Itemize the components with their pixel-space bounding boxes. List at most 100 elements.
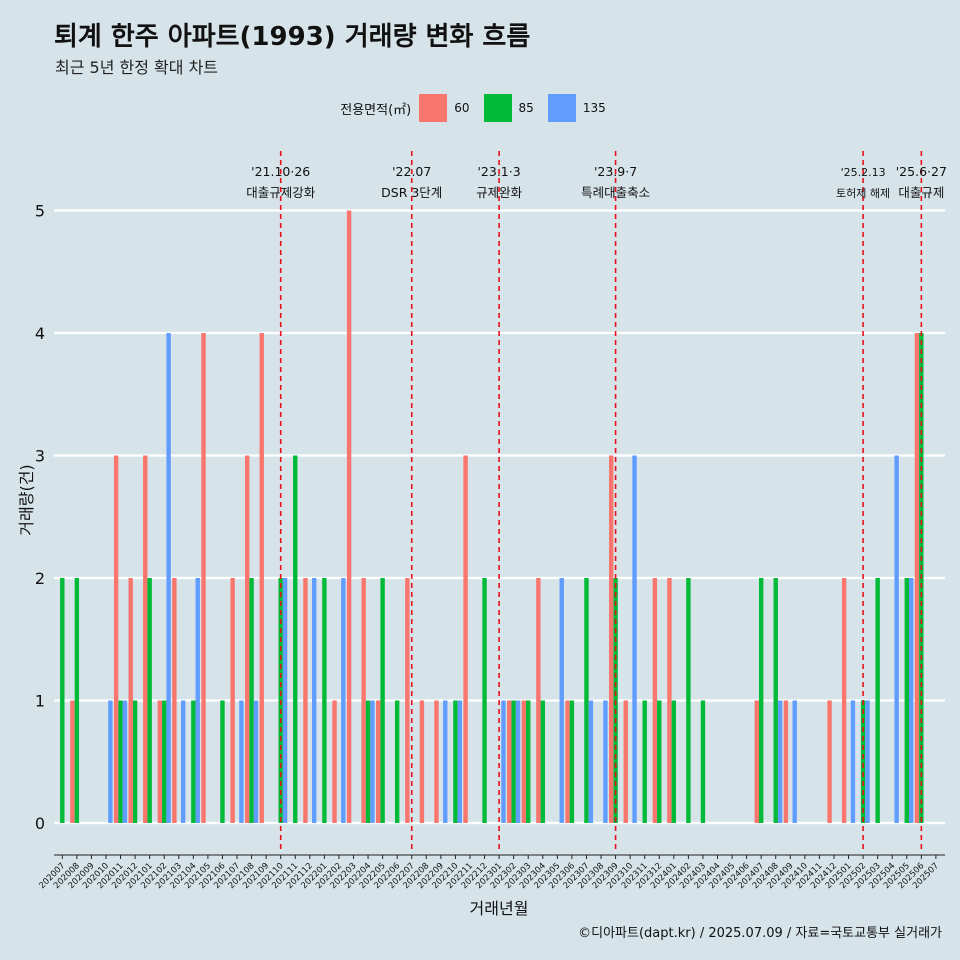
- y-tick-label-0: 0: [35, 814, 45, 833]
- legend-label-135: 135: [582, 101, 606, 115]
- bar-85-202408: [773, 578, 778, 823]
- bar-85-202505: [904, 578, 909, 823]
- legend-label-85: 85: [518, 101, 534, 115]
- bar-60-202103: [172, 578, 177, 823]
- bar-60-202207: [405, 578, 410, 823]
- bar-85-202104: [191, 700, 196, 823]
- event-label-202207: DSR 3단계: [381, 185, 442, 200]
- bar-85-202212: [482, 578, 487, 823]
- legend-item-135: 135: [547, 94, 606, 122]
- bar-60-202312: [652, 578, 658, 823]
- bar-85-202008: [74, 578, 80, 823]
- bar-85-202102: [162, 700, 167, 823]
- bar-60-202008: [70, 700, 75, 823]
- bar-85-202204: [365, 700, 371, 823]
- bar-135-202108: [253, 700, 259, 823]
- bar-135-202104: [195, 578, 200, 823]
- bar-135-202110: [282, 578, 288, 823]
- bar-85-202011: [118, 700, 123, 823]
- bar-85-202205: [380, 578, 385, 823]
- bar-60-202302: [507, 700, 512, 823]
- bar-60-202012: [128, 578, 133, 823]
- bar-60-202306: [565, 700, 570, 823]
- source-caption: ©디아파트(dapt.kr) / 2025.07.09 / 자료=국토교통부 실…: [578, 926, 942, 941]
- event-date-202207: '22.07: [392, 164, 431, 179]
- bar-135-202501: [850, 700, 856, 823]
- bar-60-202105: [201, 333, 206, 823]
- legend-swatch-60: [419, 94, 448, 122]
- legend-label-60: 60: [454, 101, 470, 115]
- bar-135-202011: [122, 700, 128, 823]
- bar-135-202505: [908, 578, 914, 823]
- bar-135-202502: [865, 700, 870, 823]
- bar-135-202112: [312, 578, 317, 823]
- bar-60-202303: [521, 700, 527, 823]
- bar-60-202011: [113, 455, 119, 823]
- legend-title: 전용면적(㎡): [340, 102, 412, 118]
- bar-85-202303: [526, 700, 531, 823]
- bar-85-202106: [220, 700, 225, 823]
- bar-60-202209: [434, 700, 439, 823]
- legend: 전용면적(㎡) 60 85 135: [0, 93, 960, 123]
- bar-60-202409: [783, 700, 789, 823]
- bar-135-202209: [443, 700, 448, 823]
- legend-swatch-85: [483, 94, 512, 122]
- event-date-202309: '23.9·7: [594, 164, 637, 179]
- bar-85-202201: [322, 578, 327, 823]
- bar-85-202108: [249, 578, 254, 823]
- bar-135-202210: [457, 700, 463, 823]
- bar-60-202501: [841, 578, 847, 823]
- bar-85-202311: [642, 700, 647, 823]
- bar-85-202307: [584, 578, 589, 823]
- bar-85-202402: [686, 578, 691, 823]
- bar-135-202305: [559, 578, 564, 823]
- y-tick-label-4: 4: [35, 324, 45, 343]
- bar-85-202306: [569, 700, 575, 823]
- bar-85-202312: [657, 700, 662, 823]
- bar-60-202202: [332, 700, 337, 823]
- event-label-202309: 특례대출축소: [581, 185, 650, 200]
- bar-85-202502: [860, 700, 866, 823]
- event-label-202502: 토허제 해제: [836, 186, 890, 200]
- bar-60-202304: [536, 578, 541, 823]
- bar-135-202107: [239, 700, 244, 823]
- bar-60-202401: [667, 578, 672, 823]
- bar-60-202211: [463, 455, 468, 823]
- bar-60-202506: [914, 333, 920, 823]
- bar-60-202108: [244, 455, 250, 823]
- bar-60-202112: [303, 578, 308, 823]
- bar-85-202206: [394, 700, 400, 823]
- event-date-202506: '25.6·27: [896, 164, 947, 179]
- bar-135-202102: [166, 333, 171, 823]
- bar-135-202301: [501, 700, 506, 823]
- bar-135-202504: [894, 455, 899, 823]
- bar-85-202407: [758, 578, 764, 823]
- bar-135-202202: [341, 578, 346, 823]
- bar-85-202012: [132, 700, 138, 823]
- page-title: 퇴계 한주 아파트(1993) 거래량 변화 흐름: [54, 22, 531, 52]
- bar-60-202204: [361, 578, 366, 823]
- event-label-202506: 대출규제: [898, 185, 944, 200]
- bar-135-202103: [180, 700, 186, 823]
- bar-60-202203: [346, 210, 352, 823]
- bar-85-202007: [60, 578, 65, 823]
- x-axis-title: 거래년월: [470, 899, 529, 918]
- bar-135-202310: [632, 455, 637, 823]
- page-subtitle: 최근 5년 한정 확대 차트: [55, 58, 219, 77]
- event-date-202301: '23.1·3: [477, 164, 520, 179]
- bar-60-202107: [230, 578, 235, 823]
- bar-60-202205: [376, 700, 381, 823]
- bar-60-202407: [754, 700, 759, 823]
- legend-item-85: 85: [483, 94, 534, 122]
- event-date-202110: '21.10·26: [251, 164, 310, 179]
- bar-60-202208: [419, 700, 425, 823]
- bar-60-202412: [827, 700, 832, 823]
- bar-85-202101: [147, 578, 152, 823]
- event-date-202502: '25.2.13: [841, 166, 886, 179]
- bar-135-202409: [792, 700, 797, 823]
- bar-60-202310: [623, 700, 628, 823]
- event-label-202110: 대출규제강화: [246, 185, 316, 200]
- y-tick-label-5: 5: [35, 202, 45, 221]
